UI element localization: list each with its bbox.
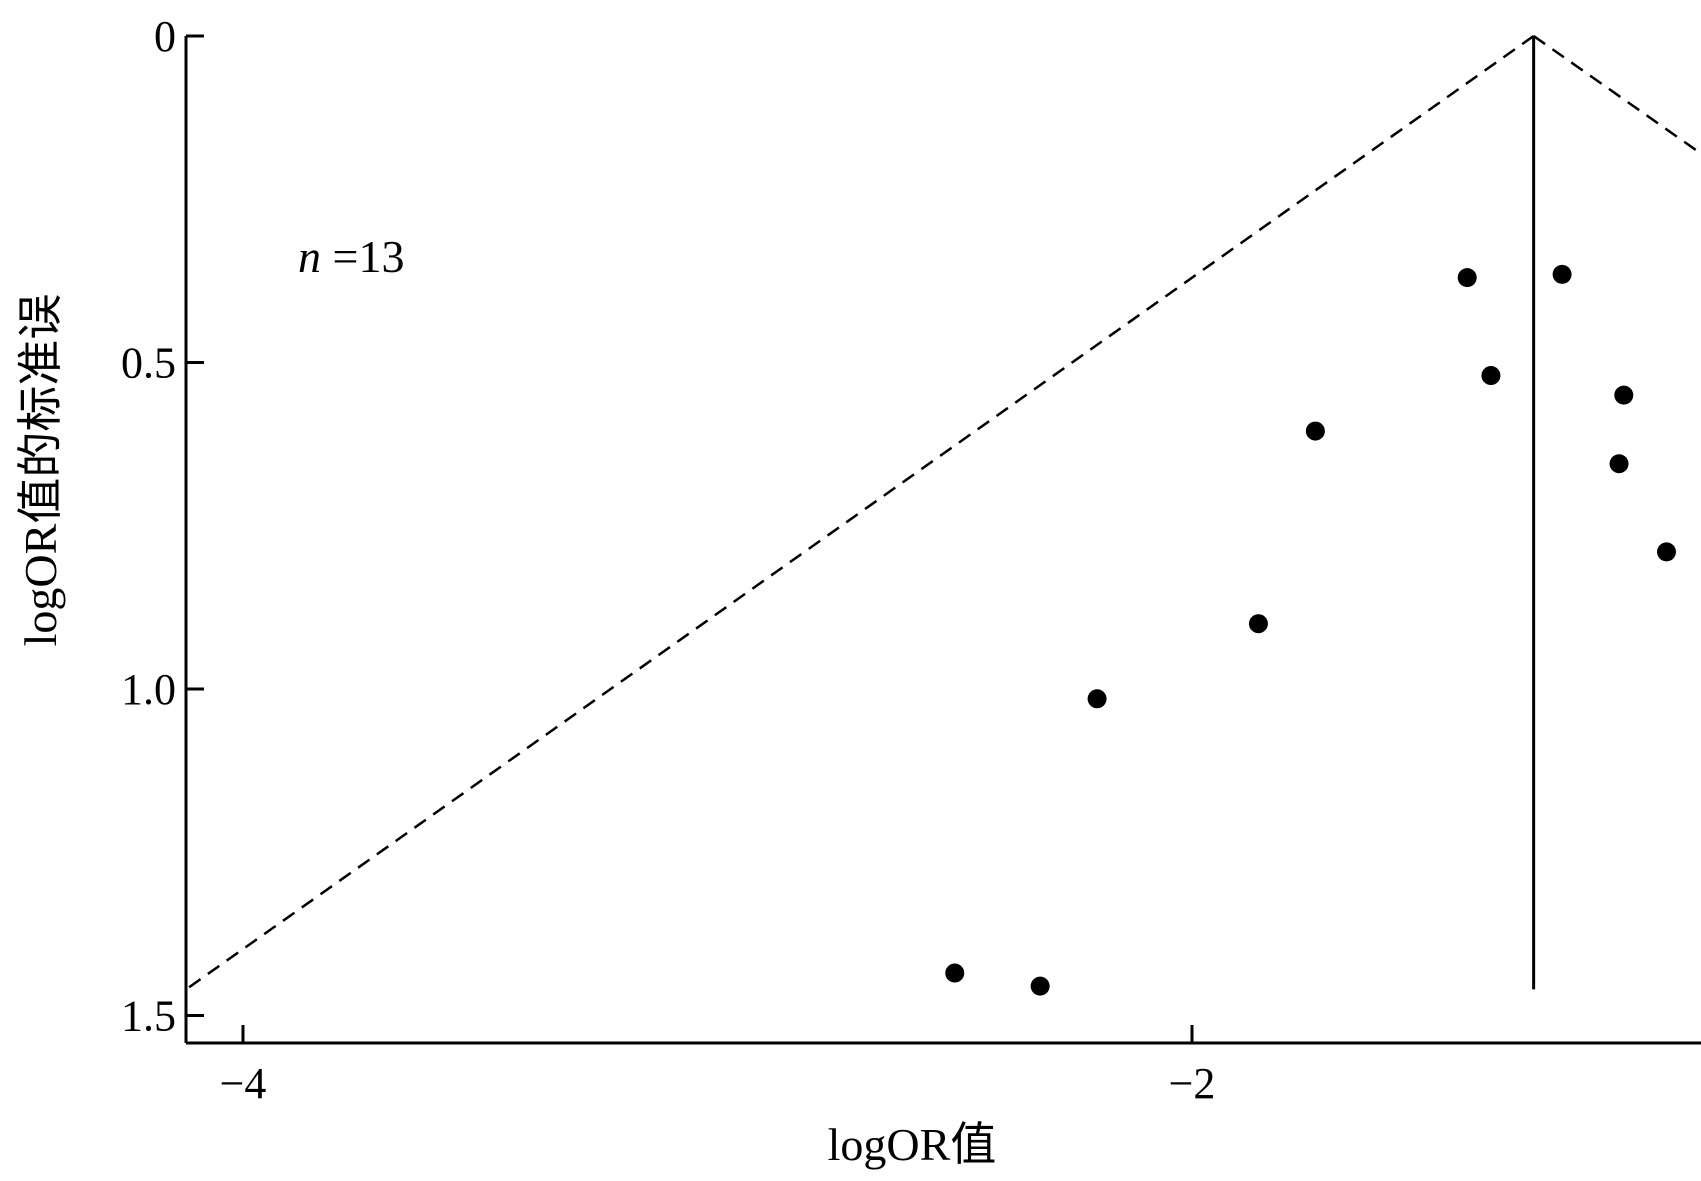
data-point: [1614, 385, 1634, 405]
data-points: [945, 264, 1676, 996]
y-tick-label: 0.5: [121, 339, 176, 388]
funnel-right-limit: [1532, 34, 1701, 156]
data-point: [945, 963, 965, 983]
data-point: [1030, 976, 1050, 996]
axes: [184, 36, 1701, 1045]
data-point: [1552, 264, 1572, 284]
data-point: [1481, 366, 1501, 386]
annotation-value: =13: [321, 231, 404, 282]
annotation-n: n: [298, 231, 321, 282]
data-point: [1248, 614, 1268, 634]
x-tick-label: −2: [1169, 1059, 1216, 1108]
data-point: [1657, 542, 1676, 562]
y-axis-title: logOR值的标准误: [15, 294, 66, 647]
ticks: 00.51.01.5−4−202: [121, 12, 1216, 1108]
data-point: [1087, 689, 1107, 709]
funnel-lines: [185, 34, 1701, 991]
y-tick-label: 1.5: [121, 992, 176, 1041]
y-tick-label: 0: [154, 12, 176, 61]
y-tick-label: 1.0: [121, 665, 176, 714]
data-point: [1457, 268, 1477, 288]
data-point: [1609, 454, 1629, 474]
sample-size-annotation: n =13: [298, 231, 404, 282]
x-axis-title: logOR值: [828, 1119, 997, 1170]
data-point: [1305, 421, 1325, 441]
funnel-left-limit: [185, 34, 1535, 991]
x-tick-label: −4: [220, 1059, 267, 1108]
